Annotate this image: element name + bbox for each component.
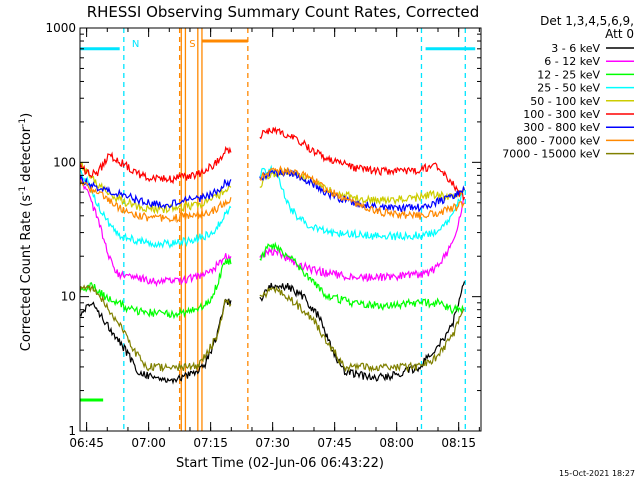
x-tick-label: 08:00 (379, 436, 414, 450)
x-tick-label: 07:15 (193, 436, 228, 450)
y-axis-label-part: detector (19, 126, 34, 186)
series-line (79, 298, 232, 385)
legend-entry: 3 - 6 keV (551, 42, 600, 55)
y-tick-label: 1 (68, 424, 76, 438)
series-line (259, 286, 465, 373)
y-tick-label: 10 (61, 290, 76, 304)
series-line (259, 241, 465, 315)
x-axis-label: Start Time (02-Jun-06 06:43:22) (176, 456, 384, 471)
series-line (259, 196, 466, 283)
legend-header: Att 0 (605, 27, 634, 41)
series-line (79, 284, 232, 373)
chart-title: RHESSI Observing Summary Count Rates, Co… (87, 3, 480, 21)
series-line (79, 174, 232, 210)
x-tick-label: 08:15 (441, 436, 476, 450)
marker-label: S (189, 39, 195, 50)
x-tick-label: 07:45 (317, 436, 352, 450)
series-line (259, 164, 465, 242)
series-line (259, 165, 465, 220)
series-line (259, 126, 466, 201)
series-line (79, 176, 232, 288)
y-axis-label: Corrected Count Rate (s-1 detector-1) (18, 113, 34, 351)
legend-entry: 100 - 300 keV (523, 108, 600, 121)
series-line (79, 179, 232, 224)
legend-entry: 300 - 800 keV (523, 121, 600, 134)
legend-entry: 6 - 12 keV (544, 55, 600, 68)
y-axis-label-part: Corrected Count Rate (s (19, 195, 34, 352)
x-tick-label: 07:00 (131, 436, 166, 450)
y-axis-label-part: ) (19, 113, 34, 118)
x-tick-label: 07:30 (255, 436, 290, 450)
marker-label: N (132, 39, 139, 50)
y-tick-label: 1000 (45, 21, 76, 35)
series-line (79, 257, 232, 320)
legend-entry: 25 - 50 keV (537, 82, 600, 95)
y-tick-label: 100 (53, 155, 76, 169)
legend-entry: 12 - 25 keV (537, 68, 600, 81)
series-line (79, 168, 232, 249)
x-axis: 06:45 07:00 07:15 07:30 07:45 08:00 08:15 (69, 28, 480, 450)
footer-date: 15-Oct-2021 18:27 (559, 469, 635, 478)
y-axis-label-superscript: -1 (18, 118, 28, 127)
plot-frame (79, 27, 482, 432)
series-line (259, 281, 466, 382)
legend-entry: 7000 - 15000 keV (502, 148, 600, 161)
series-line (79, 145, 232, 185)
legend-header: Det 1,3,4,5,6,9, (540, 14, 634, 28)
x-tick-label: 06:45 (69, 436, 104, 450)
legend-entry: 800 - 7000 keV (516, 134, 600, 147)
y-axis-label-superscript: -1 (18, 186, 28, 195)
legend-entry: 50 - 100 keV (530, 95, 600, 108)
